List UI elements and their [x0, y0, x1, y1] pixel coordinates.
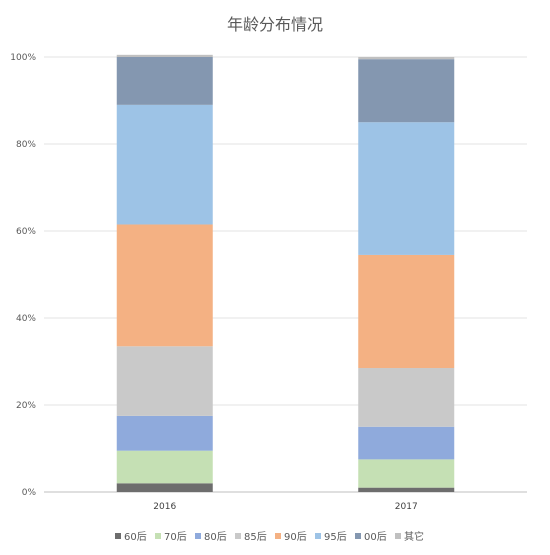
- legend-label: 70后: [164, 531, 187, 543]
- bar-segment: [358, 122, 455, 255]
- bar-segment: [116, 57, 213, 105]
- y-axis: 0% 20% 40% 60% 80% 100%: [10, 53, 36, 498]
- legend-swatch: [155, 533, 161, 539]
- legend-swatch: [235, 533, 241, 539]
- legend-label: 90后: [284, 531, 307, 543]
- bar-segment: [116, 483, 213, 492]
- y-tick-label: 100%: [10, 53, 36, 63]
- legend-label: 85后: [244, 531, 267, 543]
- y-tick-label: 60%: [16, 227, 36, 237]
- legend-swatch: [355, 533, 361, 539]
- x-axis: 2016 2017: [153, 502, 417, 512]
- legend: 60后 70后 80后 85后 90后 95后 00后 其它: [115, 530, 424, 543]
- bars: [116, 54, 455, 492]
- y-tick-label: 20%: [16, 401, 36, 411]
- bar-segment: [358, 426, 455, 460]
- bar-segment: [358, 487, 455, 492]
- y-tick-label: 0%: [22, 488, 37, 498]
- bar-segment: [116, 104, 213, 225]
- bar-segment: [358, 254, 455, 369]
- legend-swatch: [115, 533, 121, 539]
- legend-swatch: [275, 533, 281, 539]
- chart-title: 年龄分布情况: [227, 15, 323, 34]
- y-tick-label: 40%: [16, 314, 36, 324]
- legend-label: 00后: [364, 531, 387, 543]
- bar-segment: [358, 368, 455, 427]
- bar-segment: [358, 57, 455, 60]
- legend-swatch: [315, 533, 321, 539]
- legend-swatch: [195, 533, 201, 539]
- legend-label: 其它: [404, 530, 424, 543]
- y-tick-label: 80%: [16, 140, 36, 150]
- bar-segment: [358, 459, 455, 488]
- bar-segment: [116, 346, 213, 416]
- legend-label: 95后: [324, 531, 347, 543]
- bar-segment: [116, 54, 213, 57]
- x-tick-label: 2017: [395, 502, 418, 512]
- bar-segment: [116, 415, 213, 451]
- legend-label: 80后: [204, 531, 227, 543]
- bar-segment: [116, 450, 213, 484]
- legend-swatch: [395, 533, 401, 539]
- bar-segment: [116, 224, 213, 347]
- legend-label: 60后: [124, 531, 147, 543]
- x-tick-label: 2016: [153, 502, 176, 512]
- bar-segment: [358, 59, 455, 123]
- gridlines: [44, 56, 527, 493]
